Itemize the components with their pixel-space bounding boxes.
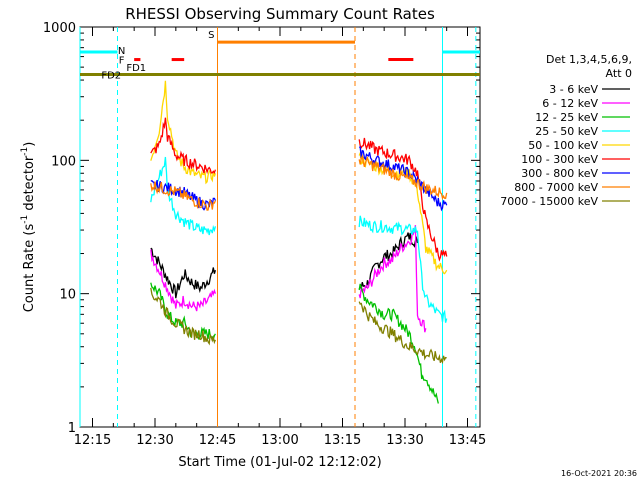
y-axis-label-superscript: -1 — [20, 147, 30, 156]
y-axis-label-superscript: -1 — [20, 215, 30, 224]
legend-label: 50 - 100 keV — [528, 139, 598, 152]
series-line-3 — [358, 283, 439, 404]
y-axis-label-text: Count Rate (s — [22, 224, 37, 313]
series-line-1 — [150, 247, 217, 299]
y-tick-label: 1000 — [43, 21, 76, 36]
footer-timestamp: 16-Oct-2021 20:36 — [561, 469, 637, 478]
flag-label-f: F — [119, 56, 125, 67]
y-axis-label-text: detector — [22, 155, 37, 215]
series-line-3 — [150, 282, 216, 342]
x-tick-label: 13:30 — [386, 433, 423, 448]
legend-label: 12 - 25 keV — [535, 111, 598, 124]
series-line-1 — [358, 232, 419, 290]
chart-title: RHESSI Observing Summary Count Rates — [125, 5, 435, 23]
legend-label: 300 - 800 keV — [521, 167, 598, 180]
y-axis-label: Count Rate (s-1 detector-1) — [20, 142, 37, 313]
series-line-8 — [358, 154, 448, 201]
data-layer — [79, 27, 480, 427]
legend-label: 3 - 6 keV — [549, 83, 598, 96]
axes — [79, 26, 481, 428]
series-line-9 — [358, 301, 447, 365]
series-line-2 — [150, 249, 217, 312]
plot-frame — [79, 26, 481, 428]
series-line-8 — [150, 181, 217, 211]
x-tick-label: 12:15 — [74, 433, 111, 448]
y-tick-label: 100 — [51, 154, 76, 169]
x-tick-label: 13:00 — [261, 433, 298, 448]
series-line-9 — [150, 287, 216, 346]
flag-label-s: S — [208, 30, 214, 41]
legend-label: 6 - 12 keV — [542, 97, 598, 110]
x-tick-label: 13:15 — [324, 433, 361, 448]
x-tick-label: 12:30 — [136, 433, 173, 448]
series-line-7 — [359, 146, 448, 212]
legend-header: Att 0 — [606, 67, 632, 80]
legend-label: 25 - 50 keV — [535, 125, 598, 138]
flag-label-fd1: FD1 — [126, 63, 146, 74]
flag-label-fd2: FD2 — [101, 71, 121, 82]
x-tick-label: 12:45 — [199, 433, 236, 448]
y-tick-label: 1 — [68, 421, 76, 436]
series-line-5 — [358, 150, 448, 275]
labels: 1 10 100 1000 12:15 12:30 12:45 13:00 13:15 13:30… — [20, 21, 486, 448]
legend-label: 800 - 7000 keV — [514, 181, 598, 194]
legend-label: 7000 - 15000 keV — [500, 195, 598, 208]
x-tick-label: 13:45 — [449, 433, 486, 448]
legend-header: Det 1,3,4,5,6,9, — [546, 53, 632, 66]
x-axis-label: Start Time (01-Jul-02 12:12:02) — [178, 455, 381, 470]
series-line-6 — [358, 137, 448, 262]
flag-label-n: N — [118, 46, 125, 57]
y-axis-label-text: ) — [22, 142, 37, 147]
series-line-4 — [150, 156, 217, 236]
series-line-6 — [150, 117, 217, 175]
series-line-4 — [358, 215, 448, 323]
y-tick-label: 10 — [59, 288, 76, 303]
legend-label: 100 - 300 keV — [521, 153, 598, 166]
